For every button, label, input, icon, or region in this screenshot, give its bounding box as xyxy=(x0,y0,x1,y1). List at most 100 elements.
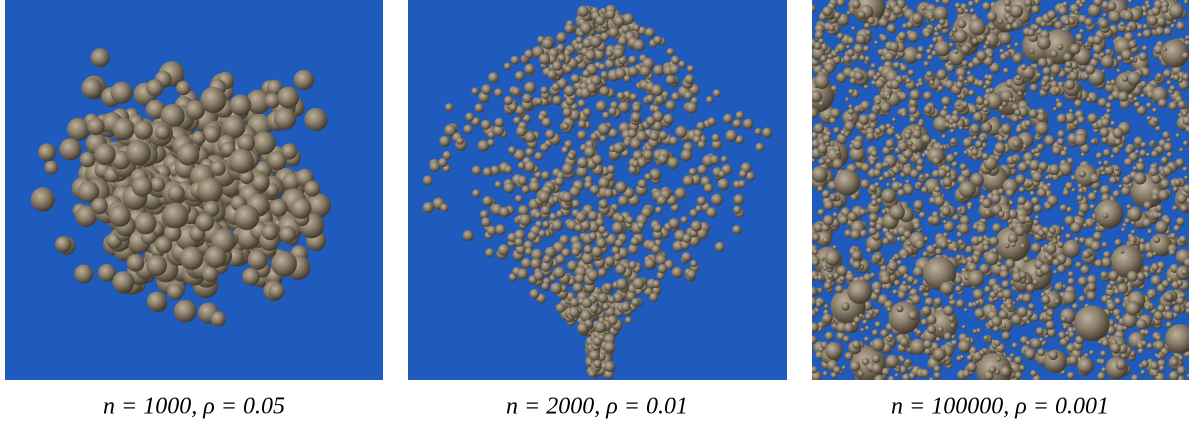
sphere xyxy=(822,313,832,323)
sphere xyxy=(541,171,550,180)
sphere xyxy=(991,194,1001,204)
sphere xyxy=(959,126,963,130)
sphere xyxy=(899,92,908,101)
sphere xyxy=(1174,179,1181,186)
sphere xyxy=(1101,367,1106,372)
sphere xyxy=(968,1,974,7)
sphere xyxy=(823,266,828,271)
sphere xyxy=(1125,147,1133,155)
sphere xyxy=(927,325,936,334)
sphere xyxy=(1107,2,1116,11)
sphere xyxy=(555,177,564,186)
sphere xyxy=(906,78,911,83)
sphere xyxy=(1001,115,1006,120)
sphere xyxy=(822,135,830,143)
sphere xyxy=(836,73,846,83)
sphere xyxy=(1181,293,1185,297)
sphere xyxy=(1047,328,1056,337)
sphere xyxy=(1084,18,1093,27)
sphere xyxy=(1001,123,1012,134)
sphere xyxy=(1033,220,1039,226)
sphere xyxy=(864,337,869,342)
sphere xyxy=(279,226,296,243)
sphere xyxy=(1026,284,1034,292)
sphere xyxy=(865,313,872,320)
sphere xyxy=(554,267,566,279)
sphere xyxy=(844,323,855,334)
sphere xyxy=(1148,294,1153,299)
sphere xyxy=(577,157,588,168)
sphere xyxy=(1006,303,1012,309)
sphere xyxy=(875,254,882,261)
sphere xyxy=(598,177,610,189)
sphere xyxy=(940,241,948,249)
sphere xyxy=(87,118,105,136)
sphere xyxy=(1126,204,1131,209)
sphere xyxy=(652,280,660,288)
sphere xyxy=(666,75,676,85)
sphere xyxy=(911,295,921,305)
sphere xyxy=(487,139,494,146)
sphere xyxy=(1099,359,1105,365)
sphere xyxy=(684,91,693,100)
sphere xyxy=(519,214,531,226)
sphere xyxy=(1100,351,1106,357)
sphere xyxy=(1134,172,1146,184)
sphere xyxy=(955,286,962,293)
sphere xyxy=(1110,121,1115,126)
sphere xyxy=(587,270,598,281)
sphere xyxy=(665,100,675,110)
sphere xyxy=(1143,29,1152,38)
sphere xyxy=(844,132,849,137)
sphere xyxy=(1036,73,1041,78)
sphere xyxy=(1178,101,1186,109)
sphere xyxy=(59,138,81,160)
sphere xyxy=(1046,243,1057,254)
sphere xyxy=(715,242,725,252)
sphere xyxy=(570,298,579,307)
sphere xyxy=(1163,27,1171,35)
sphere xyxy=(989,53,994,58)
sphere xyxy=(976,50,987,61)
sphere xyxy=(883,171,891,179)
sphere xyxy=(655,95,665,105)
sphere xyxy=(615,181,627,193)
sphere xyxy=(844,121,855,132)
sphere xyxy=(602,112,609,119)
sphere xyxy=(541,206,550,215)
sphere xyxy=(1122,76,1128,82)
sphere xyxy=(944,23,949,28)
sphere xyxy=(638,179,647,188)
sphere xyxy=(915,240,925,250)
sphere xyxy=(695,205,702,212)
sphere xyxy=(1053,107,1057,111)
sphere xyxy=(211,311,226,326)
sphere xyxy=(1102,242,1108,248)
sphere xyxy=(883,11,891,19)
sphere xyxy=(896,305,903,312)
sphere xyxy=(1007,45,1012,50)
sphere xyxy=(651,84,663,96)
sphere xyxy=(633,24,640,31)
sphere xyxy=(1065,80,1075,90)
sphere xyxy=(686,102,698,114)
sphere xyxy=(630,93,638,101)
sphere xyxy=(518,162,526,170)
sphere xyxy=(192,131,206,145)
sphere xyxy=(1166,294,1173,301)
sphere xyxy=(475,103,484,112)
sphere xyxy=(912,145,918,151)
sphere xyxy=(968,270,985,287)
sphere xyxy=(987,75,993,81)
sphere xyxy=(820,257,824,261)
sphere xyxy=(1048,310,1054,316)
sphere xyxy=(270,199,288,217)
sphere xyxy=(812,259,819,266)
sphere xyxy=(1120,250,1124,254)
sphere xyxy=(913,200,923,210)
sphere xyxy=(598,268,607,277)
sphere xyxy=(1182,111,1187,116)
sphere xyxy=(550,283,562,295)
sphere xyxy=(1162,6,1169,13)
sphere xyxy=(601,32,610,41)
